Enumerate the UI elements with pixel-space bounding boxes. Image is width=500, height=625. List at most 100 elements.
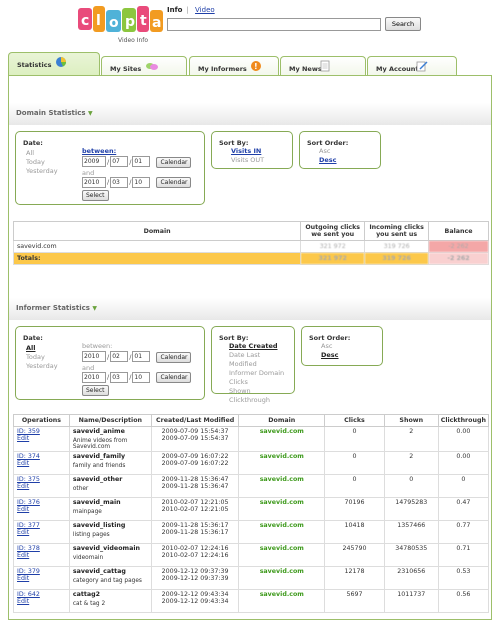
nav-info[interactable]: Info: [167, 6, 183, 14]
totals-incoming: 319 726: [364, 252, 430, 265]
totals-outgoing: 321 972: [300, 252, 366, 265]
tab-statistics[interactable]: Statistics: [8, 52, 100, 76]
sort-visits-in[interactable]: Visits IN: [231, 147, 262, 155]
informer-id-link[interactable]: ID: 642: [17, 591, 40, 598]
logo-subtitle: Video Info: [118, 37, 149, 44]
nav-video[interactable]: Video: [195, 6, 215, 14]
informer-stats-title[interactable]: Informer Statistics ▼: [16, 304, 97, 312]
select-button[interactable]: Select: [82, 385, 109, 396]
sort-desc[interactable]: Desc: [319, 156, 337, 164]
created-cell: 2009-07-09 16:07:22 2009-07-09 16:07:22: [150, 451, 240, 475]
domain-cell: savevid.com: [238, 589, 326, 613]
sort-desc[interactable]: Desc: [321, 351, 339, 359]
sort-visits-out[interactable]: Visits OUT: [231, 156, 265, 164]
svg-text:t: t: [140, 13, 147, 29]
and-label: and: [82, 363, 95, 372]
edit-link[interactable]: Edit: [17, 552, 30, 559]
table-row: ID: 379 Edit savevid_cattag category and ta…: [13, 566, 490, 590]
informer-name: savevid_anime: [72, 428, 125, 435]
shown-cell: 34780535: [383, 543, 439, 567]
to-calendar-button[interactable]: Calendar: [156, 177, 192, 188]
main-tabs: Statistics My Sites My Informers ! My Ne…: [8, 52, 492, 76]
to-calendar-button[interactable]: Calendar: [156, 372, 192, 383]
informer-description: videomain: [72, 555, 104, 561]
created-cell: 2009-12-12 09:37:39 2009-12-12 09:37:39: [150, 566, 240, 590]
col-domain: Domain: [12, 221, 302, 241]
sort-date-created[interactable]: Date Created: [229, 342, 278, 350]
from-calendar-button[interactable]: Calendar: [156, 351, 192, 363]
sort-date-last-modified[interactable]: Date Last Modified: [229, 351, 261, 368]
from-year-select[interactable]: 2010: [82, 351, 106, 362]
sort-clickthrough[interactable]: Clickthrough: [229, 396, 271, 404]
edit-icon: [416, 61, 428, 72]
to-month-select[interactable]: 03: [110, 371, 129, 383]
from-calendar-button[interactable]: Calendar: [156, 156, 192, 168]
sort-asc[interactable]: Asc: [321, 342, 333, 350]
sort-asc[interactable]: Asc: [319, 147, 331, 155]
from-year-select[interactable]: 2009: [82, 156, 106, 167]
svg-text:l: l: [96, 13, 101, 29]
shown-cell: 2310656: [383, 566, 439, 590]
table-row: savevid.com 321 972 319 726 -2 262: [12, 240, 489, 253]
to-year-select[interactable]: 2010: [82, 176, 106, 188]
created-date: 2009-12-12 09:43:34: [161, 591, 229, 598]
table-row: ID: 376 Edit savevid_main mainpage 2010-02-0…: [13, 497, 490, 521]
sort-informer-domain[interactable]: Informer Domain: [229, 369, 285, 377]
between-label[interactable]: between:: [82, 147, 117, 155]
tab-my-news[interactable]: My News: [280, 56, 366, 76]
svg-text:a: a: [152, 15, 161, 31]
name-cell: cattag2 cat & tag 2: [68, 589, 152, 613]
search-input[interactable]: [167, 18, 381, 31]
to-day-select[interactable]: 10: [132, 176, 151, 188]
tab-my-account[interactable]: My Account: [367, 56, 457, 76]
domain-stats-title[interactable]: Domain Statistics ▼: [16, 109, 93, 117]
to-year-select[interactable]: 2010: [82, 371, 106, 383]
edit-link[interactable]: Edit: [17, 598, 30, 605]
domain-table-header: Domain Outgoing clicks we sent you Incom…: [12, 221, 489, 241]
select-button[interactable]: Select: [82, 190, 109, 201]
informer-id-link[interactable]: ID: 359: [17, 428, 40, 435]
operations-cell: ID: 378 Edit: [13, 543, 70, 567]
created-date: 2009-07-09 16:07:22: [161, 453, 229, 460]
edit-link[interactable]: Edit: [17, 460, 30, 467]
domain-cell: savevid.com: [238, 520, 326, 544]
svg-text:c: c: [81, 13, 89, 29]
domain-cell: savevid.com: [238, 566, 326, 590]
informer-id-link[interactable]: ID: 374: [17, 453, 40, 460]
informer-id-link[interactable]: ID: 379: [17, 568, 40, 575]
informer-icon: !: [251, 61, 261, 71]
from-month-select[interactable]: 07: [110, 156, 129, 167]
clopta-logo[interactable]: c l o p t a: [76, 4, 164, 42]
search-button[interactable]: Search: [385, 17, 421, 31]
to-month-select[interactable]: 03: [110, 176, 129, 188]
clickthrough-cell: 0.47: [437, 497, 490, 521]
tab-my-sites-label: My Sites: [110, 65, 142, 73]
sort-clicks[interactable]: Clicks: [229, 378, 248, 386]
edit-link[interactable]: Edit: [17, 575, 30, 582]
informer-id-link[interactable]: ID: 376: [17, 499, 40, 506]
row-incoming: 319 726: [364, 240, 430, 253]
sort-shown[interactable]: Shown: [229, 387, 251, 395]
from-month-select[interactable]: 02: [110, 351, 129, 362]
edit-link[interactable]: Edit: [17, 483, 30, 490]
nav-separator: |: [186, 6, 189, 14]
informer-id-link[interactable]: ID: 377: [17, 522, 40, 529]
edit-link[interactable]: Edit: [17, 435, 30, 442]
date-option-all[interactable]: All: [26, 149, 35, 157]
date-option-all[interactable]: All: [26, 344, 36, 352]
from-day-select[interactable]: 01: [132, 156, 151, 167]
informer-id-link[interactable]: ID: 378: [17, 545, 40, 552]
informer-description: other: [72, 486, 89, 492]
pie-chart-icon: [56, 57, 66, 67]
date-option-yesterday[interactable]: Yesterday: [26, 167, 58, 175]
edit-link[interactable]: Edit: [17, 529, 30, 536]
date-option-today[interactable]: Today: [26, 158, 45, 166]
date-option-yesterday[interactable]: Yesterday: [26, 362, 58, 370]
edit-link[interactable]: Edit: [17, 506, 30, 513]
date-option-today[interactable]: Today: [26, 353, 45, 361]
tab-my-informers[interactable]: My Informers !: [189, 56, 279, 76]
to-day-select[interactable]: 10: [132, 371, 151, 383]
informer-id-link[interactable]: ID: 375: [17, 476, 40, 483]
tab-my-sites[interactable]: My Sites: [101, 56, 187, 76]
from-day-select[interactable]: 01: [132, 351, 151, 362]
